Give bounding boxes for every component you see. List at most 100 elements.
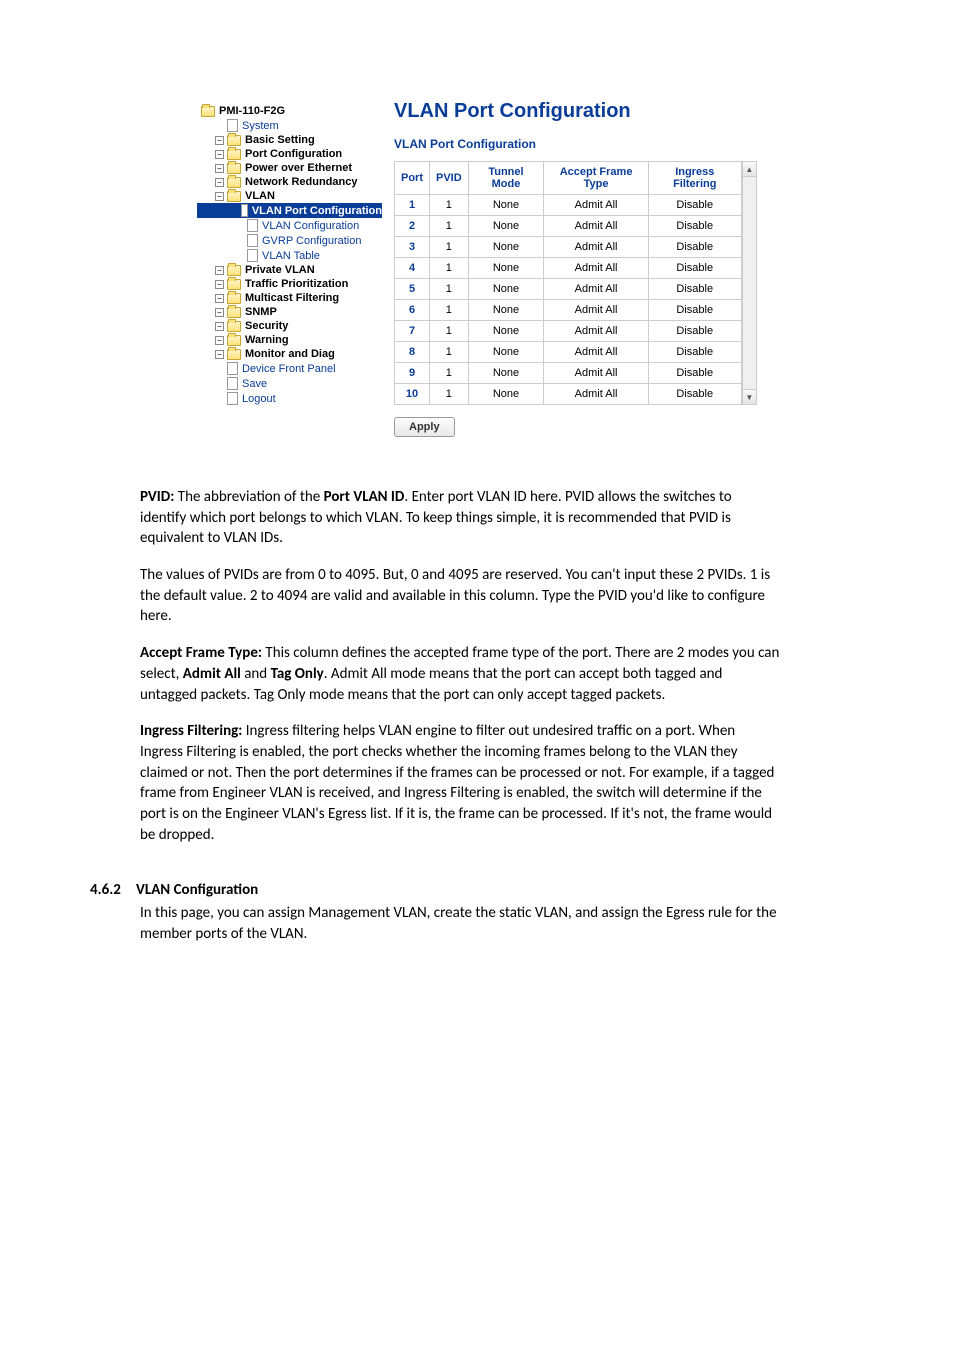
tree-item-label: VLAN Configuration [262, 220, 359, 232]
table-cell: Disable [648, 216, 741, 237]
table-cell: Disable [648, 384, 741, 405]
tree-item-label: Security [245, 320, 288, 332]
table-row: 61NoneAdmit AllDisable [395, 300, 742, 321]
table-cell: Disable [648, 300, 741, 321]
table-cell: Admit All [544, 195, 649, 216]
tree-toggle-icon[interactable]: – [215, 336, 224, 345]
tree-item[interactable]: VLAN Configuration [197, 218, 382, 233]
table-cell: 1 [430, 216, 469, 237]
tree-item[interactable]: VLAN Port Configuration [197, 203, 382, 218]
tree-item[interactable]: Logout [197, 391, 382, 406]
tree-item[interactable]: – Monitor and Diag [197, 347, 382, 361]
apply-button[interactable]: Apply [394, 417, 455, 437]
scroll-down-icon[interactable]: ▼ [743, 389, 756, 404]
tree-item[interactable]: – Basic Setting [197, 133, 382, 147]
table-cell: 1 [430, 237, 469, 258]
table-cell: 7 [395, 321, 430, 342]
tree-toggle-icon[interactable]: – [215, 280, 224, 289]
tree-item-label: Logout [242, 393, 276, 405]
table-row: 71NoneAdmit AllDisable [395, 321, 742, 342]
table-cell: 1 [430, 195, 469, 216]
tree-toggle-icon[interactable]: – [215, 350, 224, 359]
table-cell: Disable [648, 342, 741, 363]
tree-item[interactable]: –Power over Ethernet [197, 161, 382, 175]
tree-item[interactable]: VLAN Table [197, 248, 382, 263]
tree-item[interactable]: System [197, 118, 382, 133]
doc-icon [227, 392, 238, 405]
tree-item-label: VLAN Port Configuration [252, 205, 382, 217]
folder-icon [227, 279, 241, 290]
table-cell: None [468, 237, 544, 258]
tree-toggle-icon[interactable]: – [215, 308, 224, 317]
tree-toggle-icon[interactable]: – [215, 136, 224, 145]
table-cell: Disable [648, 279, 741, 300]
folder-icon [201, 106, 215, 117]
paragraph-vlan-config: In this page, you can assign Management … [140, 903, 780, 944]
tree-item[interactable]: –Network Redundancy [197, 175, 382, 189]
tree-item[interactable]: –Multicast Filtering [197, 291, 382, 305]
folder-icon [227, 293, 241, 304]
tree-item-label: Traffic Prioritization [245, 278, 348, 290]
table-cell: None [468, 321, 544, 342]
table-cell: Admit All [544, 237, 649, 258]
folder-icon [227, 191, 241, 202]
tree-item-label: Basic Setting [245, 134, 315, 146]
paragraph-ingress: Ingress Filtering: Ingress filtering hel… [140, 721, 780, 845]
tree-root[interactable]: PMI-110-F2G [197, 104, 382, 118]
label-pvid: PVID: [140, 488, 174, 506]
tree-toggle-icon[interactable]: – [215, 266, 224, 275]
tree-item-label: VLAN [245, 190, 275, 202]
paragraph-pvid: PVID: The abbreviation of the Port VLAN … [140, 487, 780, 549]
tree-item[interactable]: –Port Configuration [197, 147, 382, 161]
table-cell: 1 [430, 342, 469, 363]
tree-item-label: Private VLAN [245, 264, 315, 276]
tree-item[interactable]: Device Front Panel [197, 361, 382, 376]
table-cell: 8 [395, 342, 430, 363]
tree-toggle-icon[interactable]: – [215, 322, 224, 331]
tree-toggle-icon[interactable]: – [215, 150, 224, 159]
table-cell: 1 [430, 279, 469, 300]
doc-icon [241, 204, 248, 217]
tree-item[interactable]: – Traffic Prioritization [197, 277, 382, 291]
table-row: 81NoneAdmit AllDisable [395, 342, 742, 363]
table-cell: 3 [395, 237, 430, 258]
table-cell: None [468, 300, 544, 321]
folder-icon [227, 163, 241, 174]
table-cell: None [468, 279, 544, 300]
table-cell: 1 [430, 363, 469, 384]
table-cell: 1 [395, 195, 430, 216]
table-scrollbar[interactable]: ▲ ▼ [742, 161, 757, 405]
table-cell: Admit All [544, 342, 649, 363]
table-cell: 2 [395, 216, 430, 237]
table-cell: None [468, 363, 544, 384]
table-header: Accept Frame Type [544, 162, 649, 195]
tree-item-label: Monitor and Diag [245, 348, 335, 360]
table-cell: 1 [430, 300, 469, 321]
scroll-up-icon[interactable]: ▲ [743, 162, 756, 177]
tree-item[interactable]: – Private VLAN [197, 263, 382, 277]
table-cell: Disable [648, 321, 741, 342]
main-panel: VLAN Port Configuration VLAN Port Config… [382, 100, 757, 437]
tree-item[interactable]: Save [197, 376, 382, 391]
tree-item[interactable]: –SNMP [197, 305, 382, 319]
table-cell: None [468, 342, 544, 363]
table-header: Ingress Filtering [648, 162, 741, 195]
tree-item[interactable]: – VLAN [197, 189, 382, 203]
tree-item[interactable]: – Security [197, 319, 382, 333]
table-cell: Disable [648, 195, 741, 216]
table-row: 31NoneAdmit AllDisable [395, 237, 742, 258]
tree-toggle-icon[interactable]: – [215, 164, 224, 173]
table-cell: 1 [430, 258, 469, 279]
tree-toggle-icon[interactable]: – [215, 178, 224, 187]
table-cell: Disable [648, 363, 741, 384]
tree-toggle-icon[interactable]: – [215, 294, 224, 303]
table-cell: Admit All [544, 300, 649, 321]
folder-icon [227, 177, 241, 188]
tree-item[interactable]: –Warning [197, 333, 382, 347]
table-cell: None [468, 258, 544, 279]
folder-icon [227, 349, 241, 360]
tree-toggle-icon[interactable]: – [215, 192, 224, 201]
tree-item[interactable]: GVRP Configuration [197, 233, 382, 248]
tree-root-label: PMI-110-F2G [219, 105, 285, 117]
table-cell: Admit All [544, 384, 649, 405]
